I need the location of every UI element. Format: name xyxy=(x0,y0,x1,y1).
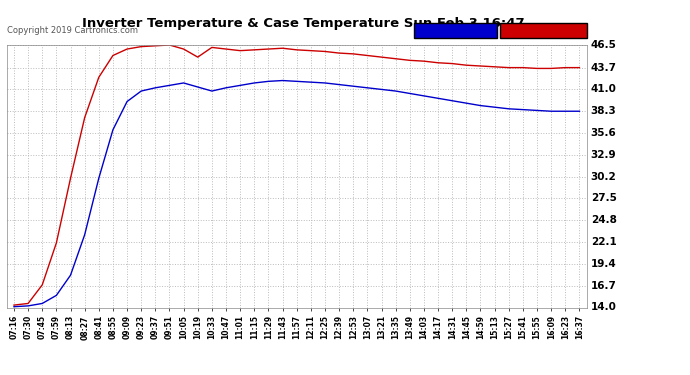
Text: 22.1: 22.1 xyxy=(591,237,616,247)
Text: 32.9: 32.9 xyxy=(591,150,616,160)
Text: Case  (°C): Case (°C) xyxy=(417,26,467,34)
Text: Inverter Temperature & Case Temperature Sun Feb 3 16:47: Inverter Temperature & Case Temperature … xyxy=(82,17,525,30)
Text: 46.5: 46.5 xyxy=(591,40,617,50)
Text: 27.5: 27.5 xyxy=(591,194,617,204)
Text: 30.2: 30.2 xyxy=(591,172,616,182)
Text: 35.6: 35.6 xyxy=(591,128,616,138)
Text: 38.3: 38.3 xyxy=(591,106,616,116)
Text: 41.0: 41.0 xyxy=(591,84,617,94)
Text: 43.7: 43.7 xyxy=(591,63,617,73)
Text: 19.4: 19.4 xyxy=(591,259,616,269)
Text: 14.0: 14.0 xyxy=(591,303,617,312)
Text: Inverter  (°C): Inverter (°C) xyxy=(504,26,571,34)
Text: Copyright 2019 Cartronics.com: Copyright 2019 Cartronics.com xyxy=(7,26,138,35)
Text: 24.8: 24.8 xyxy=(591,215,617,225)
Text: 16.7: 16.7 xyxy=(591,281,617,291)
